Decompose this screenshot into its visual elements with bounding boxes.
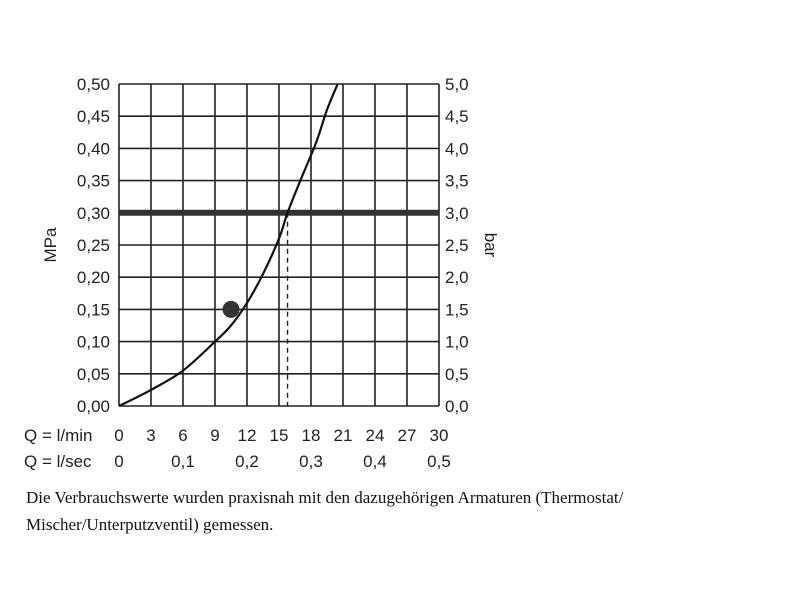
x-lmin-tick-label: 15 — [270, 426, 289, 445]
x-lsec-tick-label: 0 — [114, 452, 123, 471]
x-lmin-tick-label: 9 — [210, 426, 219, 445]
x-lsec-tick-labels: 0 0,1 0,2 0,3 0,4 0,5 — [114, 452, 451, 471]
x-lmin-tick-label: 30 — [430, 426, 449, 445]
x-lmin-tick-label: 0 — [114, 426, 123, 445]
y-left-tick-label: 0,10 — [77, 333, 110, 352]
x-lmin-tick-label: 21 — [334, 426, 353, 445]
y-left-tick-label: 0,05 — [77, 365, 110, 384]
y-left-tick-labels: 0,00 0,05 0,10 0,15 0,20 0,25 0,30 0,35 0,40 0,45… — [77, 75, 110, 416]
operating-point-marker — [222, 300, 240, 318]
y-right-tick-label: 0,0 — [445, 397, 469, 416]
marker-layer — [222, 300, 240, 318]
y-left-tick-label: 0,25 — [77, 236, 110, 255]
x-lmin-tick-label: 27 — [398, 426, 417, 445]
caption: Die Verbrauchswerte wurden praxisnah mit… — [26, 488, 624, 534]
y-right-tick-label: 2,0 — [445, 268, 469, 287]
y-right-tick-label: 1,0 — [445, 333, 469, 352]
x-lsec-tick-label: 0,4 — [363, 452, 387, 471]
y-right-tick-label: 3,5 — [445, 172, 469, 191]
y-right-tick-label: 5,0 — [445, 75, 469, 94]
y-left-tick-label: 0,45 — [77, 107, 110, 126]
curve-layer — [118, 83, 339, 407]
y-left-tick-label: 0,40 — [77, 139, 110, 158]
y-left-tick-label: 0,50 — [77, 75, 110, 94]
y-right-tick-labels: 0,0 0,5 1,0 1,5 2,0 2,5 3,0 3,5 4,0 4,5 5,0 — [445, 75, 469, 416]
grid — [118, 83, 440, 407]
y-right-tick-label: 1,5 — [445, 300, 469, 319]
x-lsec-tick-label: 0,3 — [299, 452, 323, 471]
y-right-tick-label: 3,0 — [445, 204, 469, 223]
y-left-tick-label: 0,20 — [77, 268, 110, 287]
y-left-tick-label: 0,35 — [77, 172, 110, 191]
reference-line-layer — [119, 209, 439, 406]
x-lmin-tick-label: 18 — [302, 426, 321, 445]
x-lmin-tick-label: 6 — [178, 426, 187, 445]
x-lsec-tick-label: 0,5 — [427, 452, 451, 471]
y-right-tick-label: 0,5 — [445, 365, 469, 384]
y-right-tick-label: 4,5 — [445, 107, 469, 126]
y-left-tick-label: 0,15 — [77, 300, 110, 319]
y-right-tick-label: 4,0 — [445, 139, 469, 158]
x-lmin-tick-label: 3 — [146, 426, 155, 445]
x-lmin-axis-label: Q = l/min — [24, 426, 93, 445]
x-lsec-tick-label: 0,1 — [171, 452, 195, 471]
y-left-tick-label: 0,30 — [77, 204, 110, 223]
y-left-tick-label: 0,00 — [77, 397, 110, 416]
flow-curve — [118, 83, 339, 407]
x-lmin-tick-label: 12 — [238, 426, 257, 445]
y-right-axis-label: bar — [481, 233, 500, 258]
y-right-tick-label: 2,5 — [445, 236, 469, 255]
x-lsec-axis-label: Q = l/sec — [24, 452, 92, 471]
x-lmin-tick-labels: 0 3 6 9 12 15 18 21 24 27 30 — [114, 426, 448, 445]
y-left-axis-label: MPa — [41, 227, 60, 263]
x-lmin-tick-label: 24 — [366, 426, 385, 445]
flow-pressure-chart: 0,000,050,100,150,200,250,300,350,400,45… — [24, 75, 500, 471]
x-lsec-tick-label: 0,2 — [235, 452, 259, 471]
